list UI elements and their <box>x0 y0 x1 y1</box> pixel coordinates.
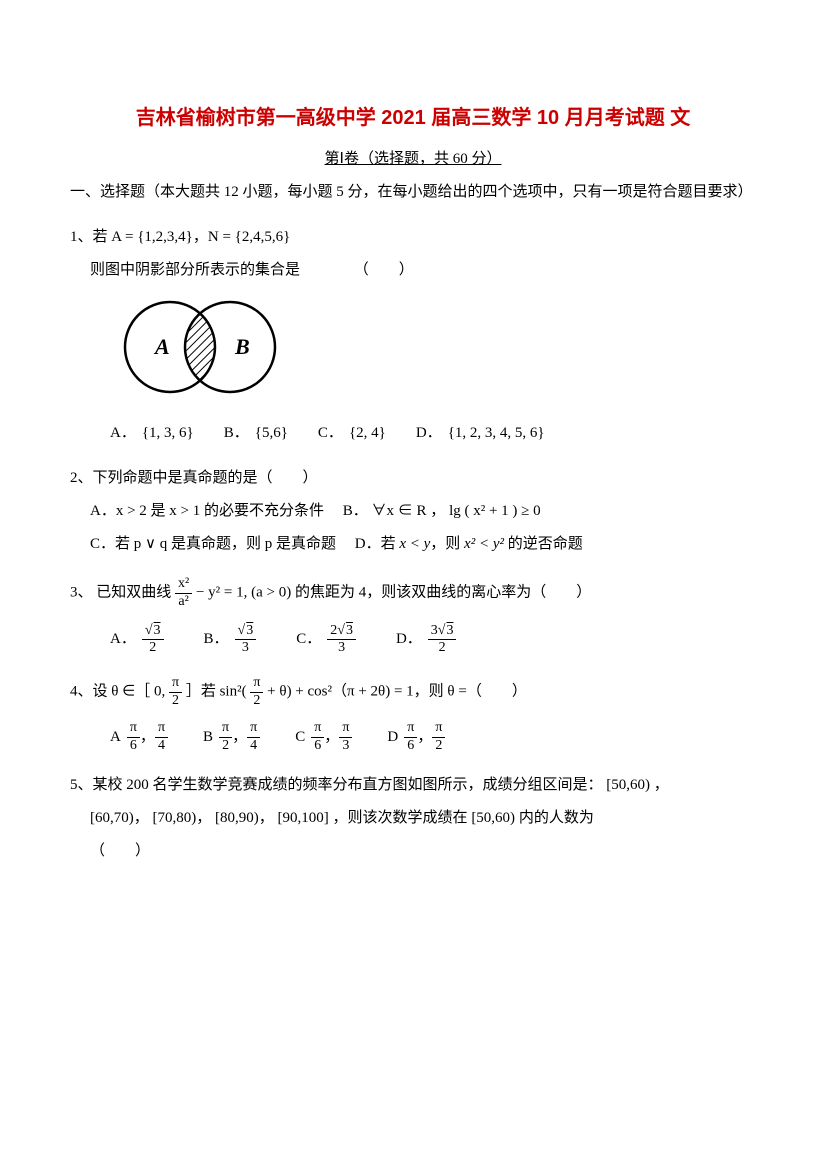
q2-optC: C．若 p ∨ q 是真命题，则 p 是真命题 <box>90 536 336 552</box>
section-heading: 一、选择题（本大题共 12 小题，每小题 5 分，在每小题给出的四个选项中，只有… <box>70 179 756 206</box>
q5-i1: [50,60) <box>606 777 650 793</box>
q1-stem: 1、若 A = {1,2,3,4}，N = {2,4,5,6} <box>70 229 290 245</box>
q2-optB-post: ， <box>430 503 445 519</box>
q5-i2: [60,70) <box>90 810 134 826</box>
q1-optB: {5,6} <box>255 420 288 447</box>
q3-pre: 3、 已知双曲线 <box>70 585 175 601</box>
q3-rest: − y² = 1, (a > 0) <box>196 585 291 601</box>
q5-i4: [80,90) <box>215 810 259 826</box>
q5-i3: [70,80) <box>153 810 197 826</box>
q1-optD: {1, 2, 3, 4, 5, 6} <box>448 420 545 447</box>
opt-label: A． <box>110 420 136 447</box>
q2-optD-mid: ，则 <box>430 536 464 552</box>
comma: ， <box>654 777 669 793</box>
q1-sub: 则图中阴影部分所表示的集合是 <box>90 262 300 278</box>
opt-label: B． <box>224 420 249 447</box>
q3-options: A．√32 B．√33 C．2√33 D．3√32 <box>110 623 756 658</box>
q2-optD-expr: x² < y² <box>464 536 504 552</box>
q5-mid: ，则该次数学成绩在 <box>333 810 472 826</box>
svg-text:A: A <box>153 334 170 359</box>
svg-text:B: B <box>234 334 250 359</box>
question-3: 3、 已知双曲线 x² a² − y² = 1, (a > 0) 的焦距为 4，… <box>70 576 756 657</box>
q2-optA: A．x > 2 是 x > 1 的必要不充分条件 <box>90 503 324 519</box>
q4-options: A π6， π4 B π2， π4 C π6， π3 D π6， π2 <box>110 720 756 755</box>
q1-optC: {2, 4} <box>349 420 386 447</box>
venn-diagram: A B <box>100 292 756 412</box>
q2-optB-mid: ∀x ∈ R <box>372 503 427 519</box>
q5-i5: [90,100] <box>278 810 329 826</box>
q2-optD-post: 的逆否命题 <box>504 536 583 552</box>
page-title: 吉林省榆树市第一高级中学 2021 届高三数学 10 月月考试题 文 <box>70 100 756 136</box>
q2-stem: 2、下列命题中是真命题的是（ ） <box>70 465 756 492</box>
q2-optD-cond: x < y <box>399 536 430 552</box>
question-5: 5、某校 200 名学生数学竞赛成绩的频率分布直方图如图所示，成绩分组区间是： … <box>70 772 756 865</box>
q3-post: 的焦距为 4，则该双曲线的离心率为（ ） <box>295 585 591 601</box>
question-1: 1、若 A = {1,2,3,4}，N = {2,4,5,6} 则图中阴影部分所… <box>70 224 756 447</box>
q4-mid2: + θ) + cos²（π + 2θ) = 1，则 θ =（ ） <box>267 684 527 700</box>
q4-mid1: ］若 sin²( <box>186 684 251 700</box>
blank-paren: （ ） <box>354 257 414 284</box>
q1-optA: {1, 3, 6} <box>142 420 194 447</box>
q3-frac: x² a² <box>175 576 192 611</box>
opt-label: D． <box>416 420 442 447</box>
q5-pre: 5、某校 200 名学生数学竞赛成绩的频率分布直方图如图所示，成绩分组区间是： <box>70 777 603 793</box>
opt-label: C． <box>318 420 343 447</box>
q4-pre: 4、设 θ ∈［ 0, <box>70 684 169 700</box>
q2-optB-expr: lg ( x² + 1 ) ≥ 0 <box>449 503 541 519</box>
q2-optB-pre: B． <box>343 503 368 519</box>
q5-blank: （ ） <box>90 838 756 865</box>
q5-post: 内的人数为 <box>519 810 594 826</box>
q1-options: A．{1, 3, 6} B．{5,6} C．{2, 4} D．{1, 2, 3,… <box>110 420 756 447</box>
q2-optD-pre: D．若 <box>355 536 400 552</box>
question-4: 4、设 θ ∈［ 0, π2 ］若 sin²( π2 + θ) + cos²（π… <box>70 675 756 754</box>
q5-i6: [50,60) <box>471 810 515 826</box>
question-2: 2、下列命题中是真命题的是（ ） A．x > 2 是 x > 1 的必要不充分条… <box>70 465 756 558</box>
part-subtitle: 第Ⅰ卷（选择题，共 60 分） <box>70 146 756 173</box>
